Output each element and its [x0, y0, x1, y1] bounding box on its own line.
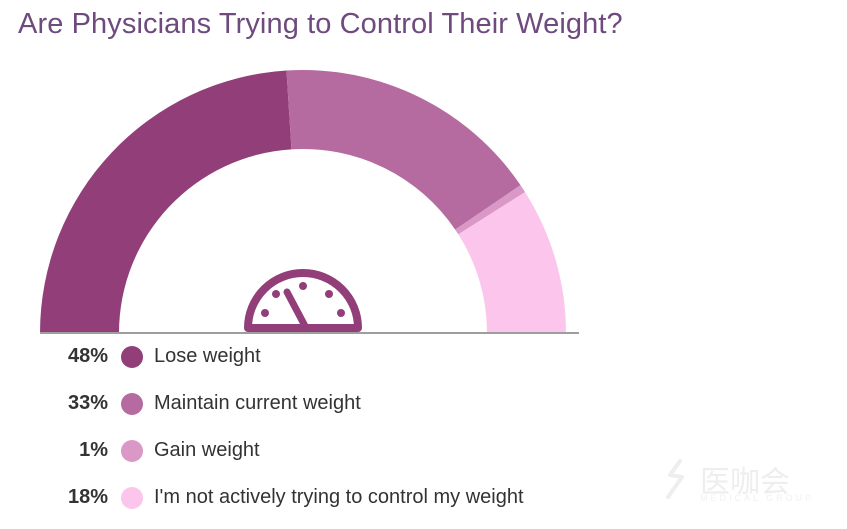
legend-value: 18%	[67, 486, 108, 508]
gauge-chart	[40, 70, 579, 334]
watermark-logo: 医咖会 MEDICAL GROUP	[660, 455, 820, 515]
legend-item: 1% Gain weight	[0, 435, 700, 465]
gauge-segments	[40, 70, 566, 333]
gauge-segment-gain-weight	[455, 185, 526, 235]
chart-title: Are Physicians Trying to Control Their W…	[18, 8, 623, 40]
legend-swatch	[121, 393, 143, 415]
legend-value: 48%	[67, 345, 108, 367]
legend-label: Gain weight	[154, 439, 260, 461]
gauge-segment-i-m-not-actively-trying-to-control-my-weight	[458, 192, 566, 333]
legend-value: 1%	[79, 439, 108, 461]
gauge-segment-maintain-current-weight	[286, 70, 521, 230]
legend-label: Maintain current weight	[154, 392, 361, 414]
watermark-text: 医咖会	[700, 465, 790, 500]
legend-label: Lose weight	[154, 345, 261, 367]
legend-item: 33% Maintain current weight	[0, 388, 700, 418]
legend-label: I'm not actively trying to control my we…	[154, 486, 524, 508]
legend-swatch	[121, 346, 143, 368]
watermark-subtext: MEDICAL GROUP	[700, 493, 815, 503]
legend-swatch	[121, 487, 143, 509]
legend-item: 48% Lose weight	[0, 341, 700, 371]
legend-value: 33%	[67, 392, 108, 414]
gauge-segment-lose-weight	[40, 70, 292, 333]
legend-swatch	[121, 440, 143, 462]
speedometer-icon	[244, 269, 362, 332]
watermark-icon	[666, 459, 684, 499]
legend-item: 18% I'm not actively trying to control m…	[0, 482, 700, 512]
